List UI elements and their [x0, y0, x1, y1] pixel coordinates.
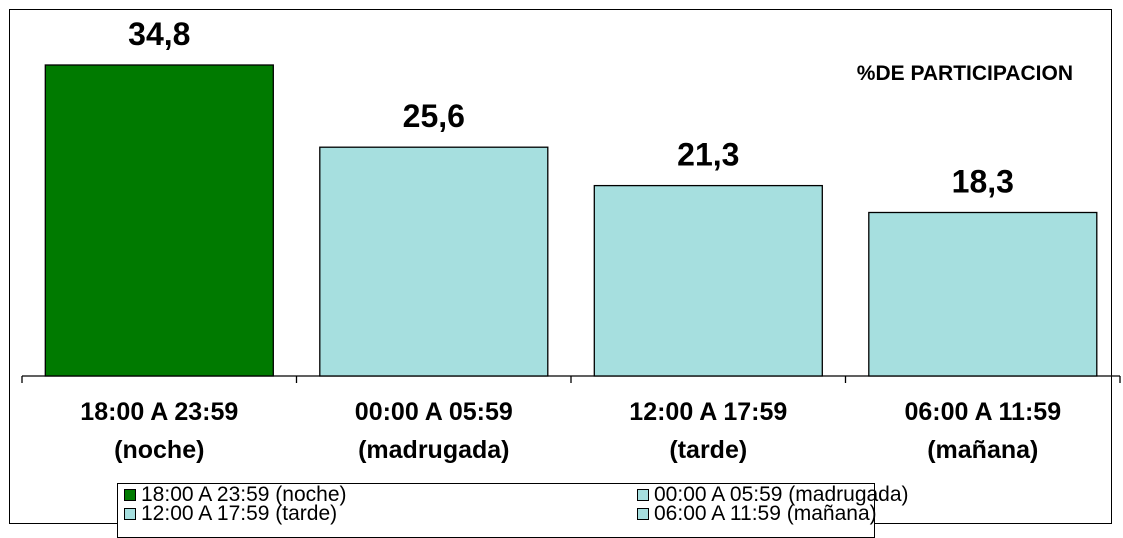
legend-label-manana: 06:00 A 11:59 (mañana)	[654, 502, 877, 525]
value-labels: 34,8 25,6 21,3 18,3	[128, 16, 1014, 200]
bar	[319, 146, 549, 377]
category-label: (mañana)	[927, 436, 1038, 464]
legend-swatch-tarde	[124, 508, 136, 520]
category-labels: 18:00 A 23:59 (noche) 00:00 A 05:59 (madrug…	[80, 398, 1061, 464]
bar-series	[44, 64, 1098, 377]
bar	[868, 211, 1098, 377]
value-label: 21,3	[677, 137, 739, 173]
category-label: 00:00 A 05:59	[355, 398, 513, 426]
category-label: (tarde)	[669, 436, 747, 464]
bar	[44, 64, 274, 377]
legend-swatch-madrugada	[637, 489, 649, 501]
legend-label-noche: 18:00 A 23:59 (noche)	[141, 483, 347, 506]
legend-label-tarde: 12:00 A 17:59 (tarde)	[141, 502, 338, 525]
legend: 18:00 A 23:59 (noche) 00:00 A 05:59 (mad…	[117, 483, 909, 538]
category-label: 06:00 A 11:59	[905, 398, 1062, 426]
legend-label-madrugada: 00:00 A 05:59 (madrugada)	[654, 483, 909, 506]
category-label: 18:00 A 23:59	[80, 398, 238, 426]
category-label: 12:00 A 17:59	[629, 398, 787, 426]
x-axis-ticks	[21, 376, 1121, 383]
value-label: 18,3	[952, 164, 1014, 200]
chart-annotation: %DE PARTICIPACION	[857, 62, 1073, 85]
legend-item-manana: 06:00 A 11:59 (mañana)	[637, 502, 877, 525]
legend-item-madrugada: 00:00 A 05:59 (madrugada)	[637, 483, 909, 506]
legend-item-tarde: 12:00 A 17:59 (tarde)	[124, 502, 338, 525]
value-label: 34,8	[128, 16, 190, 52]
category-label: (noche)	[114, 436, 204, 464]
category-label: (madrugada)	[358, 436, 509, 464]
bar	[593, 184, 823, 377]
legend-item-noche: 18:00 A 23:59 (noche)	[124, 483, 347, 506]
legend-swatch-noche	[124, 489, 136, 501]
value-label: 25,6	[403, 98, 465, 134]
legend-swatch-manana	[637, 508, 649, 520]
